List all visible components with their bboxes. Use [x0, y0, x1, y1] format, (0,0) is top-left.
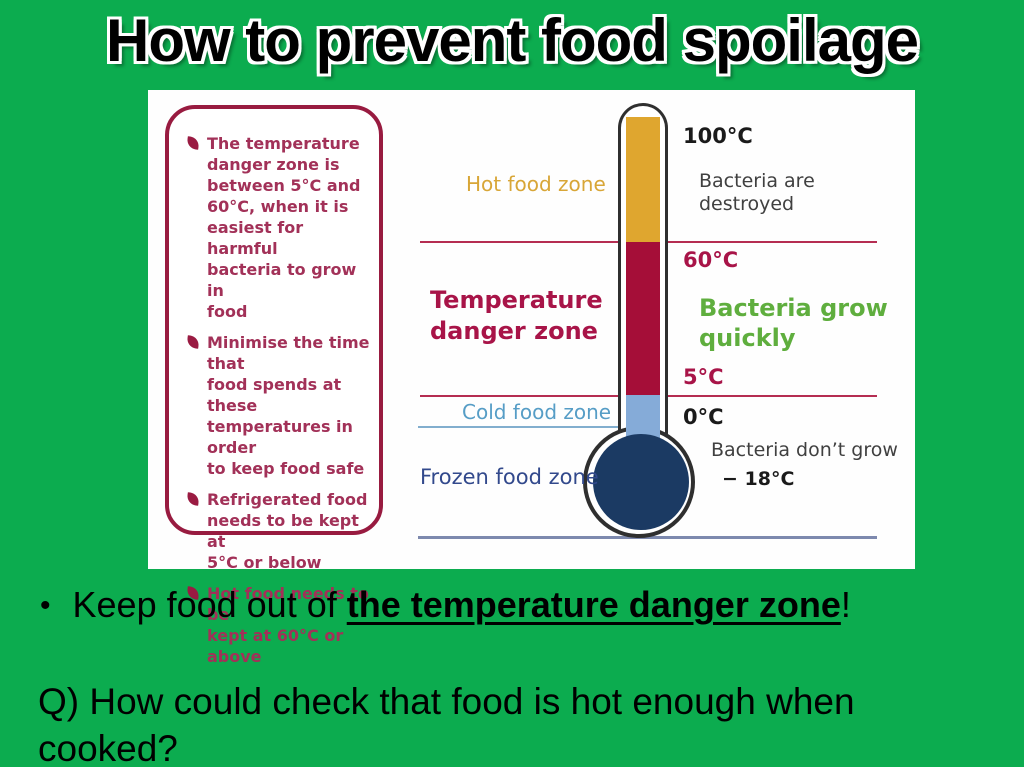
temp-minus-18c-label: − 18°C [722, 468, 795, 490]
food-temperature-diagram: The temperature danger zone is between 5… [148, 90, 915, 666]
frozen-food-zone-label: Frozen food zone [420, 465, 599, 489]
leaf-bullet-icon [186, 136, 200, 150]
line-frozen-base [418, 536, 877, 539]
keep-text-suffix: ! [840, 584, 851, 625]
frozen-zone-bulb-fill [593, 434, 689, 530]
temp-0c-label: 0°C [683, 405, 724, 429]
info-bullet-text: Minimise the time that food spends at th… [207, 333, 370, 478]
info-bullet-text: The temperature danger zone is between 5… [207, 134, 361, 321]
hot-food-zone-label: Hot food zone [466, 172, 606, 196]
question-text: Q) How could check that food is hot enou… [38, 681, 855, 767]
bullet-dot: • [40, 589, 51, 622]
bacteria-grow-label: Bacteria grow quickly [699, 294, 888, 352]
leaf-bullet-icon [186, 492, 200, 506]
danger-zone-fill [626, 242, 660, 395]
temperature-danger-zone-label: Temperature danger zone [430, 286, 603, 345]
keep-food-out-bullet: • Keep food out of the temperature danger… [40, 584, 1000, 626]
info-bullet-text: Hot food needs to be kept at 60°C or abo… [207, 584, 369, 666]
hot-zone-fill [626, 117, 660, 242]
temp-100c-label: 100°C [683, 124, 753, 148]
leaf-bullet-icon [186, 335, 200, 349]
info-bullet-text: Refrigerated food needs to be kept at 5°… [207, 490, 368, 572]
bacteria-destroyed-label: Bacteria are destroyed [699, 170, 815, 215]
list-item: Refrigerated food needs to be kept at 5°… [186, 489, 377, 573]
list-item: The temperature danger zone is between 5… [186, 133, 377, 322]
slide-title: How to prevent food spoilage [103, 5, 921, 77]
cold-food-zone-label: Cold food zone [462, 400, 612, 424]
keep-text-emphasis: the temperature danger zone [346, 584, 841, 625]
temp-5c-label: 5°C [683, 365, 724, 389]
line-0c [418, 426, 618, 428]
bacteria-dont-grow-label: Bacteria don’t grow [711, 439, 898, 461]
list-item: Hot food needs to be kept at 60°C or abo… [186, 583, 377, 667]
temp-60c-label: 60°C [683, 248, 739, 272]
danger-zone-info-box: The temperature danger zone is between 5… [165, 105, 383, 666]
list-item: Minimise the time that food spends at th… [186, 332, 377, 479]
keep-text-prefix: Keep food out of [72, 584, 347, 625]
